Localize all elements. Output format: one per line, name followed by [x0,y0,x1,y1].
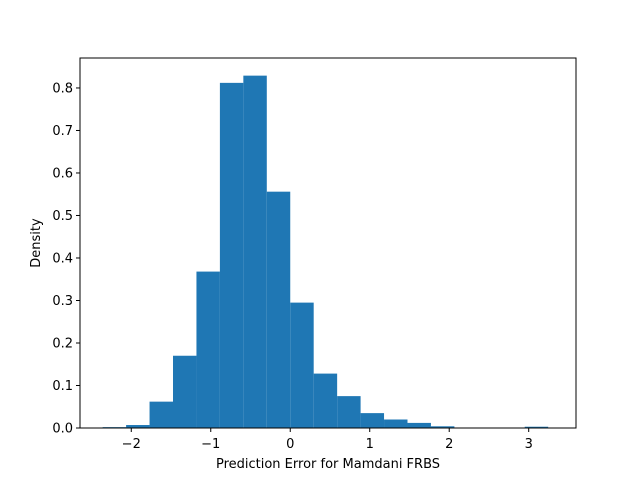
y-tick-label-7: 0.7 [52,124,73,139]
x-tick-label-0: −2 [122,437,141,452]
x-axis-ticks: −2 −1 0 1 2 3 [122,428,533,452]
histogram-bar-12 [384,419,408,428]
x-axis-label: Prediction Error for Mamdani FRBS [216,457,440,472]
histogram-bar-11 [360,413,385,428]
y-tick-label-5: 0.5 [52,209,73,224]
plot-area-frame [79,57,577,429]
x-tick-label-1: −1 [201,437,220,452]
histogram-bar-8 [290,302,314,428]
x-tick-label-2: 0 [286,437,294,452]
y-tick-label-3: 0.3 [52,294,73,309]
y-tick-label-1: 0.1 [52,379,73,394]
histogram-bar-1 [126,425,150,428]
x-tick-label-5: 3 [525,437,533,452]
histogram-bar-10 [337,396,361,428]
histogram-bar-2 [149,401,173,428]
histogram-bar-14 [430,426,455,428]
y-tick-label-8: 0.8 [52,81,73,96]
x-tick-label-4: 2 [445,437,453,452]
y-tick-label-4: 0.4 [52,251,73,266]
histogram-bar-7 [266,191,291,428]
y-tick-label-6: 0.6 [52,166,73,181]
histogram-bar-18 [524,426,549,428]
histogram-bars [102,75,549,429]
y-axis-ticks: 0.0 0.1 0.2 0.3 0.4 0.5 0.6 0.7 0.8 [52,81,80,437]
histogram-bar-6 [243,75,267,429]
histogram-bar-9 [313,373,338,428]
y-tick-label-2: 0.2 [52,336,73,351]
y-axis-label: Density [29,218,44,268]
x-tick-label-3: 1 [366,437,374,452]
histogram-bar-5 [219,82,244,428]
histogram-bar-4 [196,271,220,428]
y-tick-label-0: 0.0 [52,422,73,437]
histogram-bar-3 [173,355,197,428]
histogram-bar-13 [407,422,431,428]
